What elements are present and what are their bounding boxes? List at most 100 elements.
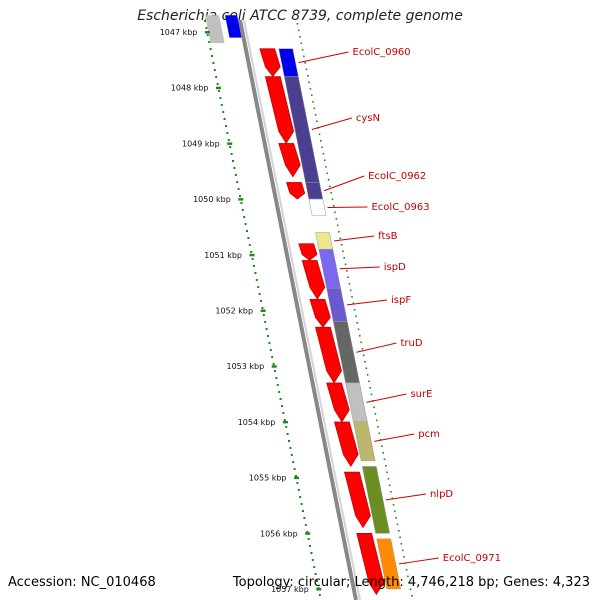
tick-dot — [265, 328, 268, 330]
gene-arrow — [344, 471, 371, 529]
tick-dot — [365, 367, 368, 370]
feature-label: EcolC_0962 — [368, 171, 426, 182]
tick-dot — [204, 20, 206, 22]
tick-dot — [307, 538, 310, 540]
tick-dot — [321, 146, 323, 149]
tick-dot — [304, 62, 306, 64]
tick-dot — [279, 398, 282, 400]
tick-dot — [304, 524, 307, 526]
gene-arrow — [298, 243, 318, 261]
feature-band — [278, 48, 299, 77]
tick-dot — [297, 489, 300, 491]
gene-arrow — [278, 143, 301, 178]
tick-dot — [300, 42, 303, 45]
tick-dot — [302, 510, 304, 512]
tick-dot — [262, 314, 265, 316]
topology-summary: Topology: circular; Length: 4,746,218 bp… — [232, 575, 590, 590]
feature-leader — [385, 493, 427, 501]
feature-leader — [339, 266, 380, 270]
tick-dot — [408, 582, 410, 584]
tick-dot — [327, 179, 330, 181]
backbone-line — [243, 19, 361, 600]
scale-label: 1057 kbp — [271, 585, 309, 594]
tick-dot — [355, 315, 357, 318]
feature-label: EcolC_0960 — [353, 47, 411, 58]
tick-dot — [377, 426, 379, 428]
tick-dot — [232, 160, 234, 162]
tick-dot — [219, 97, 222, 99]
tick-dot — [339, 237, 342, 240]
tick-dot — [331, 198, 334, 201]
tick-dot — [369, 387, 371, 389]
major-tick — [305, 532, 311, 535]
tick-dot — [212, 62, 215, 64]
feature-label: EcolC_0971 — [443, 553, 501, 564]
backbone-line — [238, 19, 358, 600]
scale-label: 1052 kbp — [215, 307, 253, 316]
tick-dot — [237, 188, 240, 190]
tick-dot — [361, 348, 364, 350]
tick-dot — [225, 125, 227, 127]
gene-arrow — [315, 326, 342, 384]
tick-dot — [411, 595, 413, 597]
tick-dot — [310, 552, 313, 554]
tick-dot — [311, 559, 314, 561]
feature-leader — [334, 235, 375, 242]
partial-feature — [225, 15, 242, 38]
tick-dot — [271, 356, 274, 358]
tick-dot — [278, 391, 281, 393]
tick-dot — [208, 41, 211, 43]
tick-dot — [209, 48, 212, 50]
tick-dot — [239, 195, 241, 197]
tick-dot — [216, 83, 219, 85]
tick-dot — [362, 354, 365, 357]
tick-dot — [370, 393, 373, 396]
tick-dot — [316, 120, 318, 123]
tick-dot — [295, 475, 297, 477]
tick-dot — [383, 458, 386, 461]
feature-band — [361, 466, 390, 534]
scale-label: 1049 kbp — [182, 139, 220, 148]
tick-dot — [330, 192, 332, 194]
tick-dot — [301, 49, 304, 51]
tick-dot — [306, 531, 309, 533]
tick-dot — [293, 468, 296, 470]
tick-dot — [307, 75, 309, 77]
gene-arrow — [286, 182, 306, 200]
tick-dot — [399, 536, 401, 539]
tick-dot — [309, 88, 312, 90]
tick-dot — [240, 202, 243, 204]
tick-dot — [254, 272, 257, 274]
scale-label: 1054 kbp — [238, 418, 276, 427]
gene-arrow — [356, 533, 385, 596]
tick-dot — [260, 300, 262, 302]
tick-dot — [352, 302, 355, 305]
gene-arrow — [259, 48, 281, 78]
scale-label: 1047 kbp — [160, 28, 198, 37]
tick-dot — [243, 216, 246, 218]
feature-leader — [311, 117, 353, 130]
feature-label: EcolC_0963 — [371, 202, 429, 213]
gene-arrow — [309, 299, 331, 328]
tick-dot — [236, 181, 239, 183]
tick-dot — [248, 244, 251, 246]
tick-dot — [326, 172, 329, 175]
tick-dot — [290, 454, 293, 456]
tick-dot — [251, 258, 254, 260]
tick-dot — [340, 244, 343, 246]
feature-leader — [298, 51, 349, 64]
feature-band — [353, 421, 376, 462]
tick-dot — [343, 257, 345, 259]
feature-label: truD — [400, 338, 422, 349]
partial-feature — [205, 15, 225, 44]
tick-dot — [335, 218, 338, 220]
tick-dot — [222, 111, 225, 113]
tick-dot — [357, 328, 360, 331]
tick-dot — [368, 380, 370, 383]
tick-dot — [351, 296, 353, 298]
tick-dot — [386, 471, 388, 474]
tick-dot — [333, 205, 335, 207]
major-tick — [294, 476, 299, 480]
feature-band — [308, 198, 327, 217]
